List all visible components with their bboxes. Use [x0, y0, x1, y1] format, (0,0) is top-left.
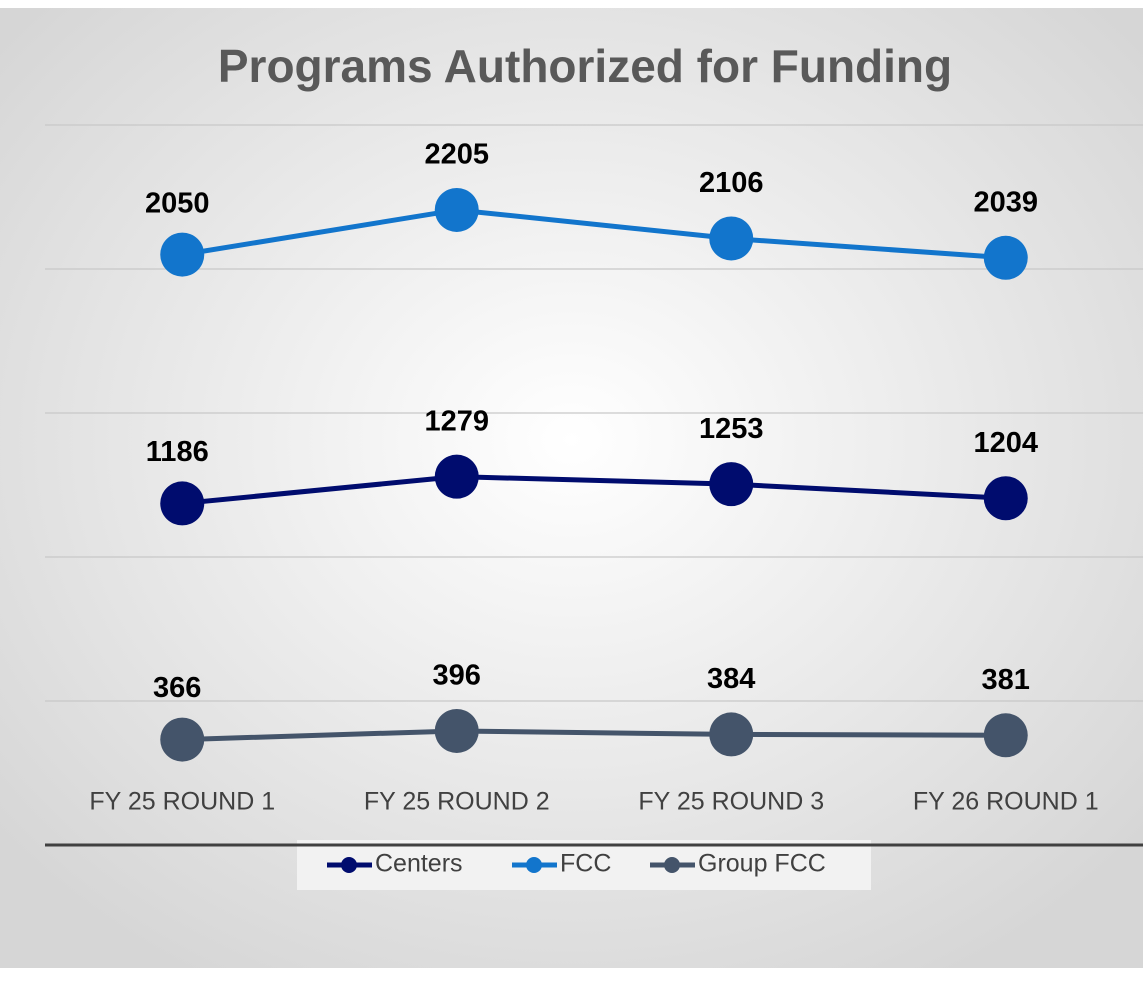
data-label: 384	[707, 663, 755, 695]
data-label: 2106	[699, 167, 764, 199]
x-tick-label: FY 25 ROUND 1	[89, 788, 275, 816]
data-label: 381	[982, 664, 1030, 696]
chart-title: Programs Authorized for Funding	[218, 40, 952, 92]
data-label: 2205	[424, 139, 489, 171]
x-tick-label: FY 25 ROUND 2	[364, 788, 550, 816]
data-label: 1279	[424, 405, 489, 437]
data-label: 2050	[145, 187, 210, 219]
legend-label: Group FCC	[698, 850, 826, 878]
data-point	[983, 235, 1028, 280]
series-line	[182, 474, 1006, 506]
legend-label: Centers	[375, 850, 463, 878]
data-label: 1186	[146, 436, 209, 468]
data-point	[709, 216, 754, 261]
series-line	[181, 207, 1006, 261]
legend-swatch-marker	[341, 857, 357, 873]
legend-swatch-marker	[526, 857, 542, 873]
data-point	[709, 462, 754, 507]
x-tick-label: FY 26 ROUND 1	[913, 788, 1099, 816]
series-line	[182, 728, 1006, 743]
legend-box	[297, 840, 871, 890]
legend-label: FCC	[560, 850, 611, 878]
data-point	[160, 717, 205, 762]
data-point	[434, 454, 479, 499]
data-label: 396	[433, 660, 481, 692]
data-point	[160, 481, 205, 526]
data-label: 2039	[973, 186, 1038, 218]
data-label: 366	[153, 672, 201, 704]
data-point	[709, 712, 754, 757]
x-tick-label: FY 25 ROUND 3	[638, 788, 824, 816]
data-label: 1204	[973, 427, 1038, 459]
data-point	[434, 708, 479, 753]
data-point	[160, 232, 205, 277]
data-point	[983, 476, 1028, 521]
data-point	[983, 713, 1028, 758]
data-label: 1253	[699, 413, 764, 445]
data-point	[434, 187, 479, 232]
legend-swatch-marker	[664, 857, 680, 873]
